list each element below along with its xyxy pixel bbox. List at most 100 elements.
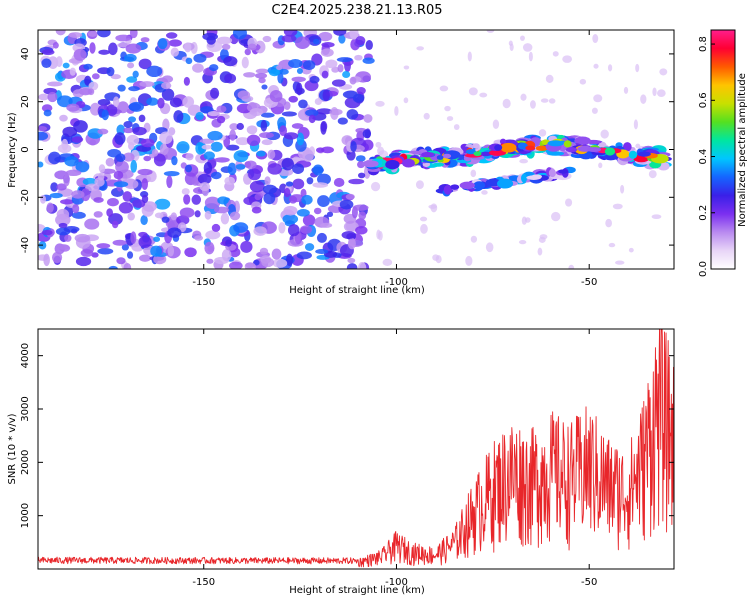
noise-blob [530,100,536,109]
spectrogram-panel: -150 -100 -50 -40 -20 0 20 40 Height of straig… [7,29,675,296]
noise-blob [605,218,612,228]
noise-blob [87,30,98,37]
noise-blob [132,199,146,208]
noise-blob [254,193,262,201]
noise-blob [416,46,425,51]
secondary-ridge-blob [548,168,556,178]
noise-blob [241,56,249,69]
signal-ridge-core [479,151,492,157]
noise-blob [312,182,329,188]
noise-blob [182,96,195,108]
noise-blob [343,221,359,233]
noise-blob [229,261,243,269]
noise-blob [38,161,44,168]
noise-blob [38,93,49,101]
colorbar-tick-label: 0.4 [698,149,709,165]
noise-blob [141,194,149,204]
y-tick-label: -20 [20,189,31,205]
noise-blob [138,235,152,249]
noise-blob [255,72,268,79]
y-tick-label: 2000 [20,450,31,475]
noise-blob [355,36,366,46]
noise-blob [71,136,84,143]
noise-blob [57,143,72,154]
noise-blob [59,114,68,122]
noise-blob [69,67,76,76]
noise-blob [169,97,183,108]
noise-blob [320,48,334,57]
noise-blob [207,110,220,117]
noise-blob [201,144,212,150]
noise-blob [151,149,159,157]
noise-blob [153,236,161,242]
noise-blob [302,60,316,71]
noise-blob [322,89,330,102]
noise-blob [267,163,283,175]
noise-blob [591,107,598,114]
noise-blob [255,68,269,74]
spectrogram-x-label: Height of straight line (km) [289,285,425,296]
noise-blob [607,64,613,72]
y-tick-label: 40 [20,48,31,61]
colorbar-tick-label: 0.2 [698,205,709,221]
noise-blob [98,164,106,173]
noise-blob [39,194,47,204]
signal-ridge-core [473,151,482,157]
noise-blob [171,156,178,166]
noise-blob [150,245,163,257]
noise-blob [272,258,288,268]
noise-blob [52,251,63,264]
noise-blob [467,51,472,62]
noise-blob [207,130,223,141]
noise-blob [633,119,638,130]
noise-blob [336,57,353,63]
noise-blob [116,257,126,265]
noise-blob [306,177,314,185]
signal-ridge-core [547,140,564,147]
noise-blob [62,62,70,69]
secondary-ridge-blob [459,181,475,190]
signal-ridge-core [362,160,379,168]
noise-blob [420,223,428,234]
signal-ridge-core [563,140,572,148]
noise-blob [192,63,204,73]
noise-blob [110,74,121,80]
snr-y-label: SNR (10 * v/v) [7,413,18,484]
noise-blob [352,204,369,211]
noise-blob [199,182,210,192]
noise-blob [185,57,193,65]
noise-blob [551,211,561,222]
noise-blob [286,253,293,267]
noise-blob [221,43,231,50]
noise-blob [97,98,111,106]
noise-blob [294,36,311,50]
noise-blob [84,218,100,230]
noise-blob [66,103,80,112]
noise-blob [568,264,575,269]
noise-blob [113,181,129,188]
noise-blob [232,30,247,40]
y-tick-label: 0 [20,146,31,152]
noise-blob [243,72,256,78]
noise-blob [229,129,237,141]
noise-blob [167,245,175,257]
noise-blob [302,149,314,162]
y-tick-label: -40 [20,237,31,253]
noise-blob [579,78,587,85]
noise-blob [520,93,527,101]
noise-blob [321,70,329,79]
noise-blob [519,159,529,164]
noise-blob [537,247,543,256]
noise-blob [481,190,488,195]
noise-blob [75,161,90,173]
noise-blob [62,126,78,137]
noise-blob [261,139,273,146]
signal-ridge-core [421,151,435,158]
noise-blob [362,57,375,64]
secondary-ridge-blob [473,181,486,190]
noise-blob [210,141,223,152]
noise-blob [317,195,330,208]
noise-blob [203,161,213,175]
snr-series-line [38,329,674,568]
noise-blob [210,171,222,180]
